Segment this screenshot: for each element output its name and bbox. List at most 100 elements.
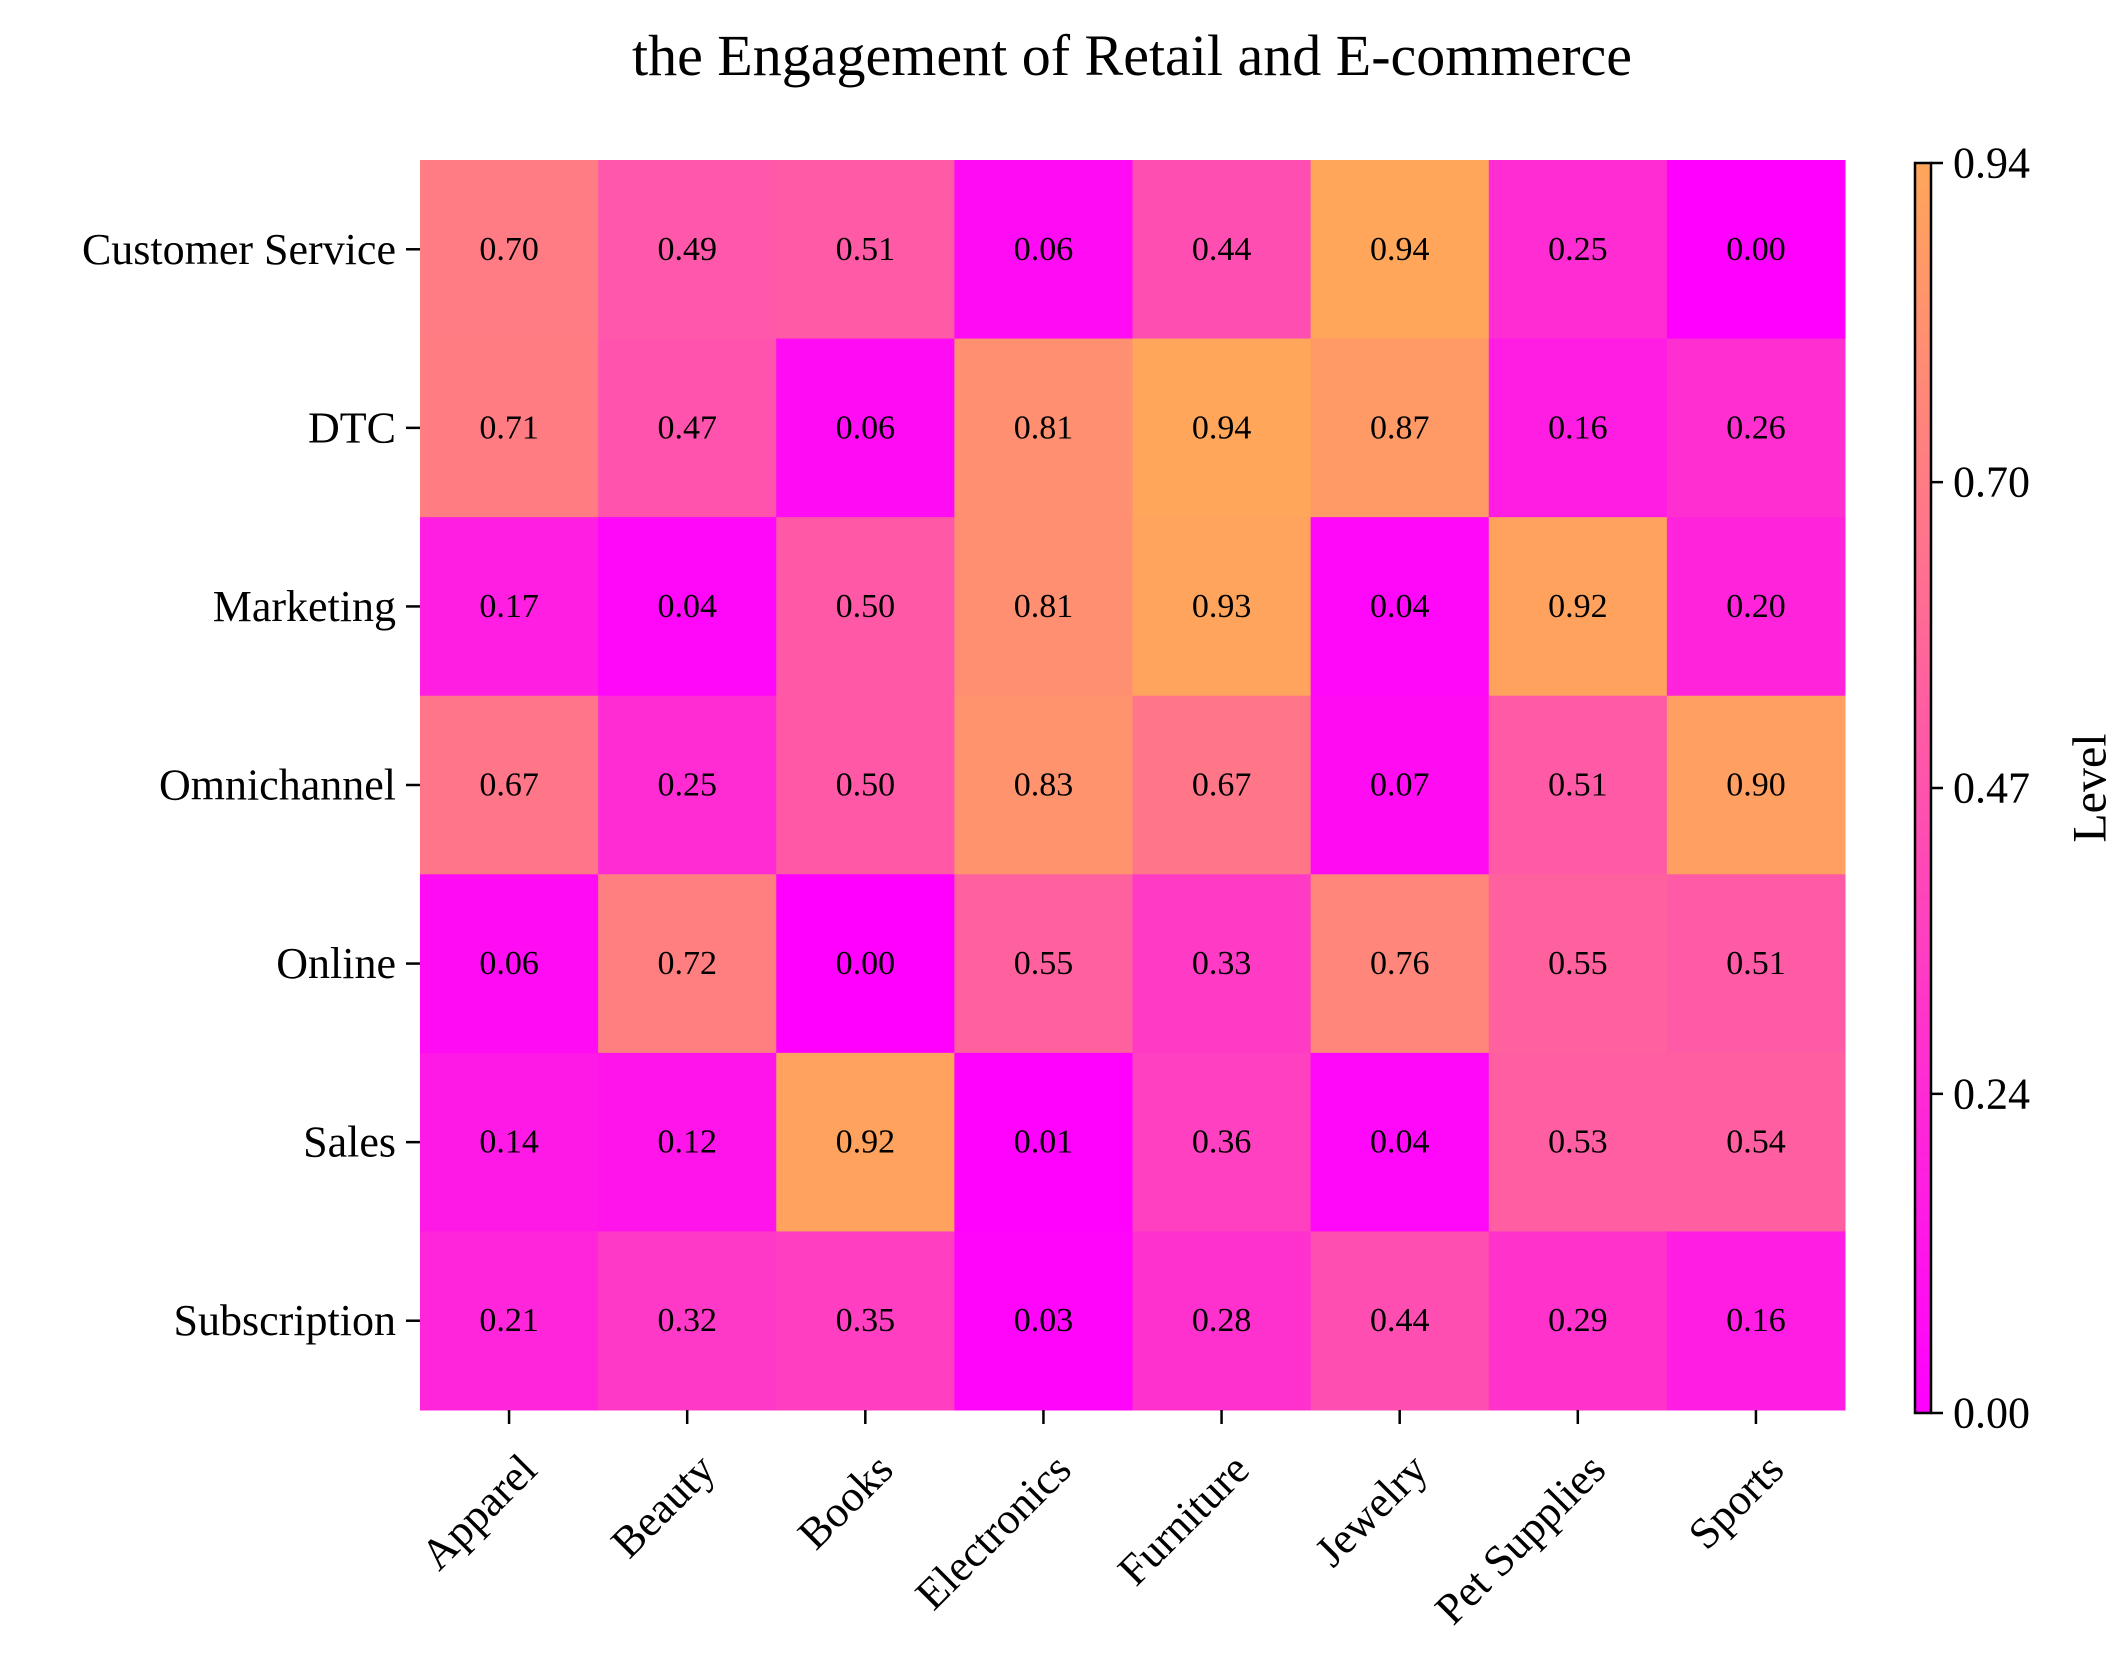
heatmap-cell: [1488, 160, 1668, 340]
heatmap-cell: [1666, 1231, 1846, 1411]
heatmap-cell: [1132, 1052, 1312, 1232]
heatmap-cell: [1132, 1231, 1312, 1411]
cell-value-label: 0.06: [1014, 231, 1074, 268]
colorbar-tick-label: 0.70: [1953, 458, 2030, 507]
heatmap-cells: [420, 160, 1846, 1411]
heatmap-cell: [1132, 874, 1312, 1054]
cell-value-label: 0.92: [1548, 588, 1608, 625]
heatmap-cell: [420, 338, 599, 518]
x-tick-label: Apparel: [411, 1444, 546, 1579]
cell-value-label: 0.01: [1014, 1124, 1074, 1161]
cell-value-label: 0.00: [1726, 231, 1786, 268]
y-tick-label: Subscription: [174, 1296, 396, 1345]
cell-value-label: 0.49: [657, 231, 717, 268]
heatmap-cell: [954, 874, 1133, 1054]
heatmap-cell: [1132, 338, 1312, 518]
cell-value-label: 0.04: [1370, 1124, 1430, 1161]
heatmap-cell: [420, 874, 599, 1054]
cell-value-label: 0.04: [657, 588, 717, 625]
x-tick-label: Sports: [1679, 1444, 1793, 1558]
heatmap-cell: [1132, 160, 1312, 340]
y-tick-label: Sales: [303, 1118, 396, 1167]
heatmap-cell: [776, 695, 955, 875]
heatmap-cell: [1666, 160, 1846, 340]
y-axis: Customer Service DTC Marketing Omnichannel O…: [82, 225, 420, 1345]
cell-value-label: 0.47: [657, 409, 717, 446]
cell-value-label: 0.07: [1370, 767, 1430, 804]
heatmap-cell: [954, 160, 1133, 340]
colorbar-gradient: [1913, 161, 1933, 1415]
colorbar-tick-label: 0.94: [1953, 139, 2030, 188]
cell-value-label: 0.67: [479, 767, 539, 804]
heatmap-cell: [1488, 338, 1668, 518]
y-tick-label: Omnichannel: [159, 761, 396, 810]
heatmap-cell: [954, 517, 1133, 697]
heatmap-cell: [598, 1052, 777, 1232]
x-tick-label: Beauty: [602, 1444, 725, 1567]
cell-value-label: 0.25: [1548, 231, 1608, 268]
y-tick-label: DTC: [308, 403, 396, 452]
heatmap-cell: [420, 160, 599, 340]
heatmap-cell: [776, 1052, 955, 1232]
heatmap-cell: [598, 1231, 777, 1411]
heatmap-cell: [776, 1231, 955, 1411]
heatmap-cell: [1132, 517, 1312, 697]
colorbar-tick-label: 0.00: [1953, 1389, 2030, 1438]
cell-value-label: 0.29: [1548, 1302, 1608, 1339]
heatmap-cell: [1488, 874, 1668, 1054]
cell-value-label: 0.81: [1014, 409, 1074, 446]
heatmap-cell: [1488, 517, 1668, 697]
cell-value-label: 0.16: [1548, 409, 1608, 446]
cell-value-label: 0.36: [1192, 1124, 1252, 1161]
cell-value-label: 0.71: [479, 409, 539, 446]
x-tick-label: Books: [788, 1444, 902, 1558]
heatmap-cell: [1132, 695, 1312, 875]
cell-value-label: 0.50: [836, 767, 896, 804]
heatmap-cell: [1488, 1231, 1668, 1411]
heatmap-cell: [776, 874, 955, 1054]
heatmap-cell: [1310, 160, 1490, 340]
cell-value-label: 0.06: [836, 409, 896, 446]
cell-value-label: 0.16: [1726, 1302, 1786, 1339]
cell-value-label: 0.70: [479, 231, 539, 268]
heatmap-cell: [954, 338, 1133, 518]
cell-value-label: 0.06: [479, 945, 539, 982]
cell-value-label: 0.94: [1370, 231, 1430, 268]
heatmap-cell: [1666, 874, 1846, 1054]
cell-value-label: 0.17: [479, 588, 539, 625]
cell-value-label: 0.20: [1726, 588, 1786, 625]
y-tick-label: Customer Service: [82, 225, 396, 274]
cell-value-label: 0.32: [657, 1302, 717, 1339]
heatmap-cell-labels: 0.70 0.49 0.51 0.06 0.44 0.94 0.25 0.00 0.71 0.47…: [479, 231, 1785, 1339]
x-tick-label: Pet Supplies: [1426, 1444, 1615, 1633]
cell-value-label: 0.50: [836, 588, 896, 625]
cell-value-label: 0.12: [657, 1124, 717, 1161]
heatmap-cell: [1666, 338, 1846, 518]
heatmap-cell: [1310, 338, 1490, 518]
y-tick-label: Online: [276, 939, 396, 988]
cell-value-label: 0.00: [836, 945, 896, 982]
cell-value-label: 0.90: [1726, 767, 1786, 804]
heatmap-cell: [776, 160, 955, 340]
heatmap-cell: [420, 695, 599, 875]
y-tick-label: Marketing: [213, 582, 396, 631]
x-tick-label: Furniture: [1108, 1444, 1258, 1594]
cell-value-label: 0.53: [1548, 1124, 1608, 1161]
cell-value-label: 0.83: [1014, 767, 1074, 804]
cell-value-label: 0.87: [1370, 409, 1430, 446]
cell-value-label: 0.67: [1192, 767, 1252, 804]
heatmap-cell: [1310, 874, 1490, 1054]
cell-value-label: 0.81: [1014, 588, 1074, 625]
colorbar-tick-label: 0.24: [1953, 1069, 2030, 1118]
cell-value-label: 0.54: [1726, 1124, 1786, 1161]
heatmap-cell: [598, 338, 777, 518]
cell-value-label: 0.72: [657, 945, 717, 982]
cell-value-label: 0.28: [1192, 1302, 1252, 1339]
cell-value-label: 0.55: [1014, 945, 1074, 982]
colorbar-label: Level: [2064, 733, 2117, 842]
colorbar-tick-label: 0.47: [1953, 764, 2030, 813]
x-tick-label: Electronics: [906, 1444, 1081, 1619]
cell-value-label: 0.25: [657, 767, 717, 804]
heatmap-cell: [1666, 517, 1846, 697]
